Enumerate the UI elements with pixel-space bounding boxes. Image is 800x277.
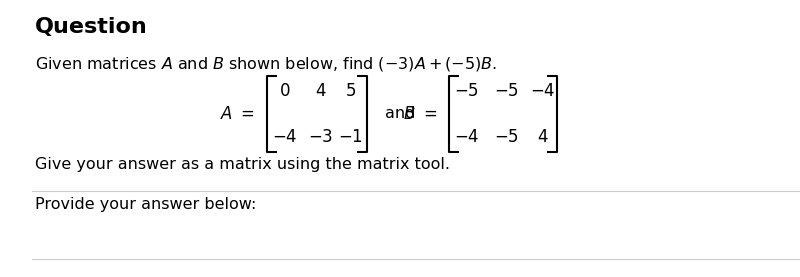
Text: $-5$: $-5$ [454, 82, 479, 100]
Text: Given matrices $A$ and $B$ shown below, find $(-3)A + (-5)B$.: Given matrices $A$ and $B$ shown below, … [35, 55, 497, 73]
Text: Provide your answer below:: Provide your answer below: [35, 197, 256, 212]
Text: $-3$: $-3$ [309, 128, 334, 146]
Text: $B\ =$: $B\ =$ [403, 105, 437, 123]
Text: $4$: $4$ [315, 82, 326, 100]
Text: $5$: $5$ [346, 82, 357, 100]
Text: $A\ =$: $A\ =$ [220, 105, 255, 123]
Text: $-5$: $-5$ [494, 128, 519, 146]
Text: Question: Question [35, 17, 148, 37]
Text: Give your answer as a matrix using the matrix tool.: Give your answer as a matrix using the m… [35, 157, 450, 172]
Text: $0$: $0$ [279, 82, 290, 100]
Text: $-1$: $-1$ [338, 128, 363, 146]
Text: and: and [385, 106, 415, 122]
Text: $-5$: $-5$ [494, 82, 519, 100]
Text: $-4$: $-4$ [530, 82, 556, 100]
Text: $-4$: $-4$ [454, 128, 480, 146]
Text: $-4$: $-4$ [272, 128, 298, 146]
Text: $4$: $4$ [538, 128, 549, 146]
